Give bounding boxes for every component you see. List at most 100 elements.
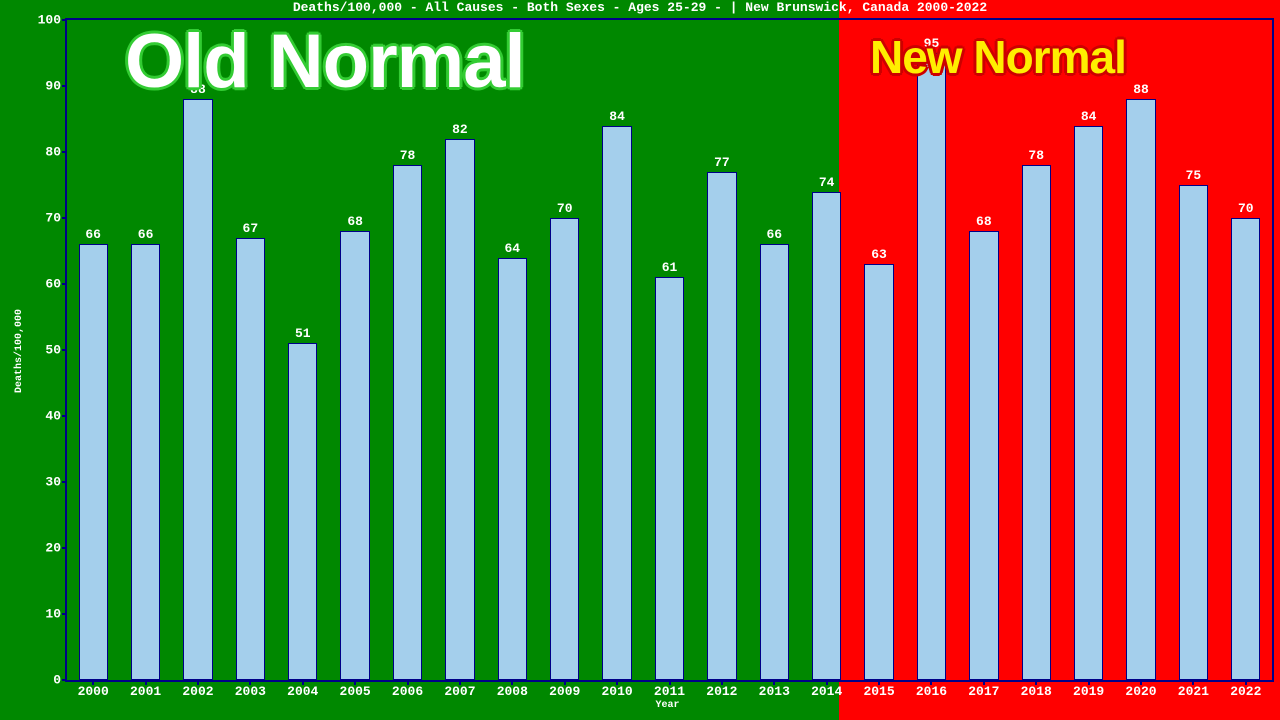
bar: [917, 53, 946, 680]
bar: [602, 126, 631, 680]
y-tick-mark: [62, 415, 67, 417]
x-tick-mark: [197, 680, 199, 685]
bar-value-label: 61: [640, 260, 700, 275]
y-tick-mark: [62, 481, 67, 483]
bar: [131, 244, 160, 680]
overlay-new-normal: New Normal: [870, 30, 1126, 84]
bar: [1074, 126, 1103, 680]
x-tick-mark: [983, 680, 985, 685]
bar-value-label: 51: [273, 326, 333, 341]
bar: [498, 258, 527, 680]
x-tick-mark: [564, 680, 566, 685]
bar: [393, 165, 422, 680]
x-tick-label: 2012: [706, 684, 737, 699]
bar-value-label: 63: [849, 247, 909, 262]
x-tick-label: 2017: [968, 684, 999, 699]
bar: [288, 343, 317, 680]
x-tick-label: 2018: [1021, 684, 1052, 699]
x-tick-label: 2021: [1178, 684, 1209, 699]
x-tick-mark: [354, 680, 356, 685]
x-tick-mark: [1245, 680, 1247, 685]
bar: [79, 244, 108, 680]
y-tick-mark: [62, 151, 67, 153]
bar: [760, 244, 789, 680]
bar: [1126, 99, 1155, 680]
x-tick-mark: [773, 680, 775, 685]
bar-value-label: 64: [482, 241, 542, 256]
y-tick-mark: [62, 547, 67, 549]
bar: [864, 264, 893, 680]
y-tick-label: 40: [45, 409, 61, 424]
y-tick-mark: [62, 217, 67, 219]
bar-value-label: 68: [954, 214, 1014, 229]
x-tick-label: 2000: [78, 684, 109, 699]
y-tick-label: 10: [45, 607, 61, 622]
bar: [655, 277, 684, 680]
bar-value-label: 67: [220, 221, 280, 236]
x-tick-mark: [930, 680, 932, 685]
x-tick-label: 2002: [182, 684, 213, 699]
x-axis-label: Year: [655, 700, 679, 711]
bar-value-label: 77: [692, 155, 752, 170]
y-axis-label: Deaths/100,000: [14, 309, 25, 393]
y-tick-label: 80: [45, 145, 61, 160]
bar: [1022, 165, 1051, 680]
plot-area: 0102030405060708090100662000662001882002…: [65, 18, 1274, 682]
x-tick-label: 2004: [287, 684, 318, 699]
x-tick-mark: [302, 680, 304, 685]
x-tick-label: 2015: [863, 684, 894, 699]
bar-value-label: 84: [587, 109, 647, 124]
x-tick-label: 2005: [340, 684, 371, 699]
bar-value-label: 66: [63, 227, 123, 242]
x-tick-label: 2010: [601, 684, 632, 699]
x-tick-mark: [721, 680, 723, 685]
x-tick-mark: [249, 680, 251, 685]
y-tick-label: 50: [45, 343, 61, 358]
bar: [969, 231, 998, 680]
y-tick-label: 20: [45, 541, 61, 556]
x-tick-mark: [878, 680, 880, 685]
chart-container: Deaths/100,000 - All Causes - Both Sexes…: [0, 0, 1280, 720]
x-tick-label: 2013: [759, 684, 790, 699]
bar-value-label: 70: [535, 201, 595, 216]
bar-value-label: 78: [378, 148, 438, 163]
bar-value-label: 74: [797, 175, 857, 190]
x-tick-mark: [407, 680, 409, 685]
x-tick-label: 2008: [497, 684, 528, 699]
y-tick-mark: [62, 19, 67, 21]
bar-value-label: 88: [1111, 82, 1171, 97]
y-tick-label: 0: [53, 673, 61, 688]
bar: [236, 238, 265, 680]
bar: [445, 139, 474, 680]
y-tick-label: 70: [45, 211, 61, 226]
x-tick-mark: [145, 680, 147, 685]
bar: [340, 231, 369, 680]
y-tick-mark: [62, 283, 67, 285]
y-tick-label: 100: [38, 13, 61, 28]
x-tick-mark: [616, 680, 618, 685]
x-tick-mark: [459, 680, 461, 685]
x-tick-label: 2020: [1125, 684, 1156, 699]
bar: [183, 99, 212, 680]
x-tick-mark: [1140, 680, 1142, 685]
x-tick-mark: [826, 680, 828, 685]
bar-value-label: 68: [325, 214, 385, 229]
x-tick-mark: [669, 680, 671, 685]
bar-value-label: 66: [744, 227, 804, 242]
x-tick-label: 2009: [549, 684, 580, 699]
x-tick-label: 2014: [811, 684, 842, 699]
overlay-old-normal: Old Normal: [125, 18, 525, 105]
x-tick-label: 2016: [916, 684, 947, 699]
bar: [1179, 185, 1208, 680]
y-tick-label: 60: [45, 277, 61, 292]
x-tick-mark: [1088, 680, 1090, 685]
bar: [812, 192, 841, 680]
x-tick-label: 2001: [130, 684, 161, 699]
y-tick-label: 90: [45, 79, 61, 94]
x-tick-label: 2007: [444, 684, 475, 699]
y-tick-mark: [62, 349, 67, 351]
y-tick-label: 30: [45, 475, 61, 490]
bar-value-label: 84: [1059, 109, 1119, 124]
x-tick-mark: [1035, 680, 1037, 685]
y-tick-mark: [62, 85, 67, 87]
